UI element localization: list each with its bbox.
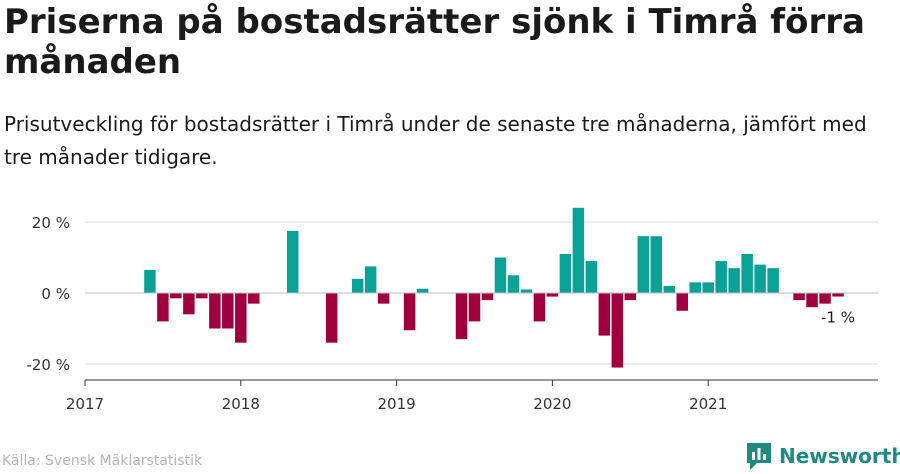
bar — [196, 293, 208, 299]
bar — [637, 236, 650, 293]
page-title: Priserna på bostadsrätter sjönk i Timrå … — [4, 2, 865, 82]
bar — [715, 261, 727, 293]
bar — [377, 293, 390, 304]
bar — [364, 266, 377, 293]
bar — [416, 288, 429, 293]
bar — [728, 268, 740, 293]
bar — [585, 261, 598, 293]
bar — [650, 236, 663, 293]
bar — [611, 293, 624, 368]
bar — [248, 293, 260, 304]
x-tick-label: 2018 — [222, 395, 260, 413]
bar — [403, 293, 416, 331]
bar — [533, 293, 546, 322]
bar — [676, 293, 688, 311]
bar — [819, 293, 831, 304]
bar — [793, 293, 805, 301]
bar — [546, 293, 559, 297]
x-tick-label: 2017 — [66, 395, 104, 413]
bar — [235, 293, 247, 343]
bar — [806, 293, 818, 308]
bar — [689, 282, 701, 293]
page-subtitle: Prisutveckling för bostadsrätter i Timrå… — [4, 112, 867, 169]
bar — [572, 207, 585, 293]
bar — [222, 293, 234, 329]
y-tick-label: 20 % — [32, 214, 70, 232]
bar — [455, 293, 468, 340]
bar — [183, 293, 195, 315]
bar — [624, 293, 637, 301]
bar — [494, 257, 507, 293]
bar — [702, 282, 714, 293]
bar — [209, 293, 221, 329]
y-tick-label: -20 % — [26, 356, 70, 374]
bar — [832, 293, 844, 297]
bar — [767, 268, 779, 293]
source-note: Källa: Svensk Mäklarstatistik — [2, 453, 203, 469]
bar — [144, 269, 156, 293]
bar — [507, 275, 520, 293]
bar — [468, 293, 481, 322]
bar — [157, 293, 169, 322]
bar — [325, 293, 338, 343]
x-tick-label: 2020 — [533, 395, 571, 413]
brand-chart-icon — [747, 443, 771, 470]
bar — [598, 293, 611, 336]
data-label: -1 % — [821, 309, 855, 327]
bar — [170, 293, 182, 299]
bar — [559, 253, 572, 293]
bar — [663, 285, 675, 293]
brand-name: Newsworthy — [779, 444, 900, 468]
bar — [351, 278, 364, 293]
x-tick-label: 2021 — [689, 395, 727, 413]
bar — [754, 264, 766, 293]
newsworthy-logo: Newsworthy — [745, 440, 900, 472]
bar — [481, 293, 494, 301]
bar — [520, 289, 533, 293]
x-tick-label: 2019 — [378, 395, 416, 413]
bar — [286, 230, 299, 293]
y-tick-label: 0 % — [41, 285, 70, 303]
bar — [741, 253, 753, 293]
